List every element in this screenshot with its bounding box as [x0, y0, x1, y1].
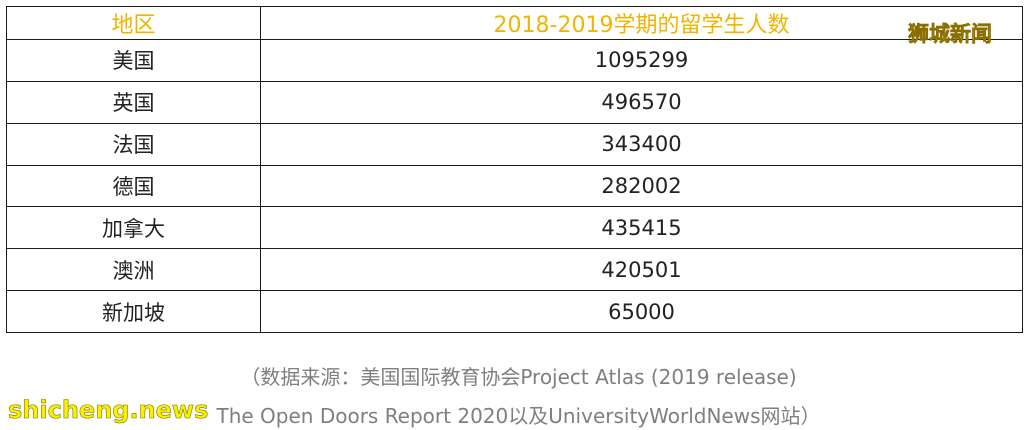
students-table: 地区 2018-2019学期的留学生人数 美国 1095299 英国 49657… [6, 6, 1023, 333]
cell-count: 282002 [260, 164, 1023, 208]
table-row: 德国 282002 [6, 164, 1023, 208]
table-row: 英国 496570 [6, 80, 1023, 124]
source-note-line1: （数据来源：美国国际教育协会Project Atlas (2019 releas… [240, 365, 797, 389]
table-row: 法国 343400 [6, 122, 1023, 166]
header-region: 地区 [6, 6, 261, 40]
cell-count: 1095299 [260, 39, 1023, 82]
table-header-row: 地区 2018-2019学期的留学生人数 [6, 6, 1023, 40]
cell-count: 496570 [260, 80, 1023, 124]
cell-region: 法国 [6, 122, 261, 166]
table-row: 加拿大 435415 [6, 206, 1023, 250]
watermark-bottom: shicheng.news [8, 396, 209, 425]
table-row: 美国 1095299 [6, 39, 1023, 82]
source-note-line2: The Open Doors Report 2020以及UniversityWo… [216, 404, 821, 428]
table-row: 新加坡 65000 [6, 290, 1023, 333]
table-row: 澳洲 420501 [6, 248, 1023, 292]
cell-count: 420501 [260, 248, 1023, 292]
cell-count: 343400 [260, 122, 1023, 166]
cell-region: 英国 [6, 80, 261, 124]
cell-region: 新加坡 [6, 290, 261, 333]
cell-region: 德国 [6, 164, 261, 208]
cell-count: 65000 [260, 290, 1023, 333]
cell-region: 澳洲 [6, 248, 261, 292]
watermark-top: 狮城新闻 [908, 21, 993, 47]
header-count: 2018-2019学期的留学生人数 [260, 6, 1023, 40]
cell-count: 435415 [260, 206, 1023, 250]
cell-region: 美国 [6, 39, 261, 82]
cell-region: 加拿大 [6, 206, 261, 250]
